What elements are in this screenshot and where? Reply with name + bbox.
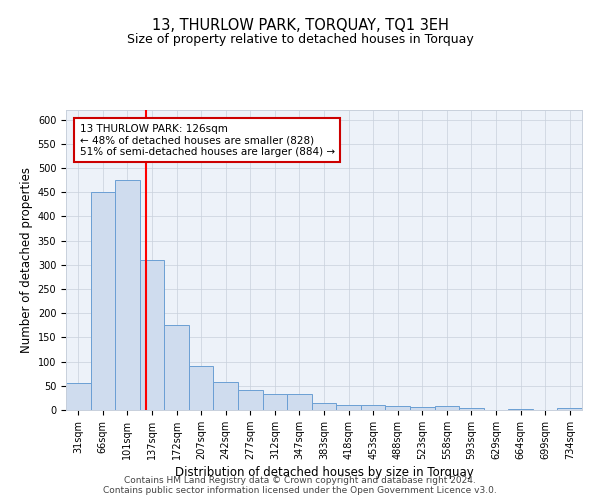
Bar bbox=[66, 384, 91, 410]
Bar bbox=[164, 326, 189, 410]
Bar bbox=[434, 406, 459, 410]
Text: Contains public sector information licensed under the Open Government Licence v3: Contains public sector information licen… bbox=[103, 486, 497, 495]
X-axis label: Distribution of detached houses by size in Torquay: Distribution of detached houses by size … bbox=[175, 466, 473, 479]
Bar bbox=[508, 408, 533, 410]
Bar bbox=[410, 407, 434, 410]
Bar bbox=[336, 405, 361, 410]
Bar bbox=[140, 260, 164, 410]
Bar bbox=[385, 406, 410, 410]
Bar bbox=[214, 382, 238, 410]
Bar bbox=[238, 390, 263, 410]
Text: Contains HM Land Registry data © Crown copyright and database right 2024.: Contains HM Land Registry data © Crown c… bbox=[124, 476, 476, 485]
Text: 13 THURLOW PARK: 126sqm
← 48% of detached houses are smaller (828)
51% of semi-d: 13 THURLOW PARK: 126sqm ← 48% of detache… bbox=[80, 124, 335, 156]
Text: 13, THURLOW PARK, TORQUAY, TQ1 3EH: 13, THURLOW PARK, TORQUAY, TQ1 3EH bbox=[152, 18, 448, 32]
Y-axis label: Number of detached properties: Number of detached properties bbox=[20, 167, 34, 353]
Bar bbox=[287, 394, 312, 410]
Bar bbox=[91, 192, 115, 410]
Bar bbox=[312, 402, 336, 410]
Text: Size of property relative to detached houses in Torquay: Size of property relative to detached ho… bbox=[127, 32, 473, 46]
Bar bbox=[557, 408, 582, 410]
Bar bbox=[459, 408, 484, 410]
Bar bbox=[115, 180, 140, 410]
Bar bbox=[263, 394, 287, 410]
Bar bbox=[189, 366, 214, 410]
Bar bbox=[361, 405, 385, 410]
